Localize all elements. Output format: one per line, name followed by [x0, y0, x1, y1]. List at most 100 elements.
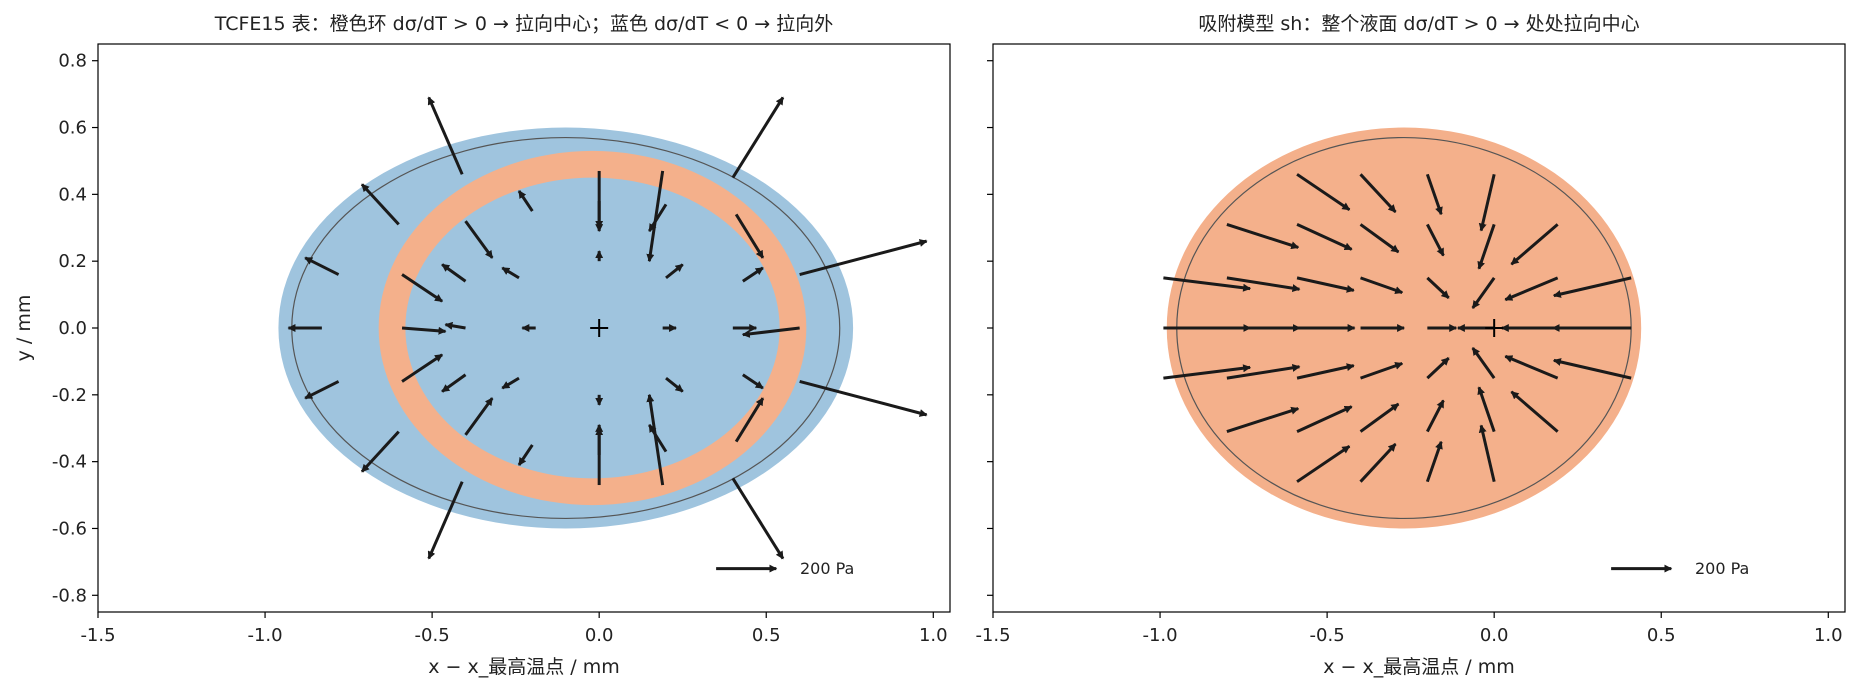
left-y-tick-label: 0.0: [58, 318, 87, 339]
right-vector-arrow: [1425, 440, 1443, 483]
left-quiver-key: 200 Pa: [716, 559, 854, 578]
right-vector-arrow: [1226, 276, 1301, 293]
left-vector-arrow: [646, 170, 665, 263]
right-vector-arrow: [1359, 442, 1397, 483]
right-vector-arrow: [1360, 276, 1404, 294]
right-key-label: 200 Pa: [1695, 559, 1749, 578]
left-vector-arrow: [401, 273, 443, 303]
right-x-tick-label: 1.0: [1814, 625, 1843, 646]
right-vector-arrow: [1477, 386, 1496, 433]
left-vector-arrow: [742, 266, 764, 283]
right-x-tick-label: -1.5: [975, 625, 1010, 646]
right-vector-arrow: [1478, 424, 1496, 483]
left-vector-arrow: [441, 263, 467, 283]
right-vector-arrow: [1296, 173, 1351, 211]
left-x-tick-label: -1.0: [247, 625, 282, 646]
right-vector-arrow: [1163, 276, 1252, 292]
left-vector-arrow: [441, 373, 467, 393]
right-quiver-key: 200 Pa: [1611, 559, 1749, 578]
left-x-ticks: -1.5 -1.0 -0.5 0.0 0.5 1.0: [80, 612, 948, 646]
left-vector-arrow: [648, 203, 668, 232]
left-x-tick-label: 0.0: [585, 625, 614, 646]
left-x-tick-label: -1.5: [80, 625, 115, 646]
right-vector-arrow: [1552, 358, 1632, 380]
left-y-tick-label: -0.2: [52, 385, 87, 406]
right-vector-arrow: [1477, 223, 1496, 270]
left-vector-arrow: [799, 380, 928, 417]
right-vector-arrow: [1510, 390, 1559, 433]
left-vector-arrow: [427, 481, 464, 560]
right-vector-arrow: [1426, 276, 1450, 299]
right-panel: 吸附模型 sh：整个液面 dσ/dT > 0 → 处处拉向中心 -1.5 -1.0…: [975, 13, 1846, 678]
right-vector-arrow: [1359, 173, 1397, 214]
right-vector-arrow: [1504, 276, 1559, 302]
left-vector-arrow: [517, 190, 534, 212]
left-vector-arrow: [501, 376, 520, 390]
left-vector-arrow: [731, 477, 785, 560]
left-vector-arrow: [427, 96, 464, 175]
right-x-ticks: -1.5 -1.0 -0.5 0.0 0.5 1.0: [975, 612, 1843, 646]
left-x-tick-label: 0.5: [752, 625, 781, 646]
left-y-ticks: 0.8 0.6 0.4 0.2 0.0 -0.2 -0.4 -0.6 -0.8: [52, 51, 98, 606]
left-vector-arrow: [304, 256, 340, 276]
right-hotspot-marker: [1485, 319, 1504, 337]
left-vector-arrow: [444, 321, 466, 330]
left-vector-arrow: [742, 373, 764, 390]
left-y-tick-label: 0.4: [58, 184, 87, 205]
right-vector-arrow: [1426, 223, 1445, 257]
left-vector-arrow: [648, 424, 668, 453]
left-vector-arrow: [646, 393, 665, 486]
right-vector-arrow: [1510, 223, 1559, 266]
left-vector-arrow: [501, 266, 520, 280]
left-vector-arrow: [464, 397, 494, 436]
left-vector-arrow: [401, 326, 447, 335]
left-vectors: [287, 96, 928, 560]
left-regions: [278, 127, 854, 529]
left-x-axis-label: x − x_最高温点 / mm: [428, 656, 620, 678]
left-key-label: 200 Pa: [800, 559, 854, 578]
right-vector-arrow: [1296, 405, 1353, 433]
right-x-tick-label: 0.0: [1480, 625, 1509, 646]
right-vector-arrow: [1426, 399, 1445, 433]
right-x-tick-label: 0.5: [1647, 625, 1676, 646]
left-x-tick-label: -0.5: [415, 625, 450, 646]
right-vector-arrow: [1296, 445, 1351, 483]
right-y-ticks: [987, 60, 993, 596]
left-vector-arrow: [665, 376, 684, 393]
left-y-tick-label: 0.2: [58, 251, 87, 272]
right-vector-arrow: [1471, 347, 1496, 379]
left-vector-arrow: [665, 263, 684, 280]
right-vector-arrow: [1226, 406, 1300, 434]
left-vector-arrow: [741, 326, 800, 338]
right-vector-arrow: [1296, 363, 1355, 380]
left-vector-arrow: [799, 239, 928, 276]
left-x-tick-label: 1.0: [919, 625, 948, 646]
right-vector-arrow: [1163, 364, 1252, 380]
left-panel: TCFE15 表：橙色环 dσ/dT > 0 → 拉向中心；蓝色 dσ/dT <…: [13, 13, 951, 678]
right-vector-arrow: [1296, 276, 1355, 293]
left-vector-arrow: [731, 96, 785, 179]
left-y-tick-label: 0.8: [58, 51, 87, 72]
right-x-axis-label: x − x_最高温点 / mm: [1323, 656, 1515, 678]
right-chart-title: 吸附模型 sh：整个液面 dσ/dT > 0 → 处处拉向中心: [1198, 13, 1639, 35]
left-chart-title: TCFE15 表：橙色环 dσ/dT > 0 → 拉向中心；蓝色 dσ/dT <…: [214, 13, 834, 35]
right-vector-arrow: [1359, 223, 1400, 254]
left-y-tick-label: -0.6: [52, 518, 87, 539]
right-vector-arrow: [1296, 223, 1353, 251]
right-vector-arrow: [1552, 276, 1632, 298]
right-vector-arrow: [1226, 363, 1301, 380]
right-vector-arrow: [1504, 354, 1559, 380]
right-vector-arrow: [1425, 173, 1443, 216]
left-vector-arrow: [304, 380, 340, 400]
left-vector-arrow: [401, 353, 443, 383]
right-x-tick-label: -1.0: [1142, 625, 1177, 646]
right-vector-arrow: [1478, 173, 1496, 232]
left-vector-arrow: [464, 220, 494, 259]
left-vector-arrow: [734, 213, 765, 259]
right-vector-arrow: [1471, 277, 1496, 309]
right-vector-arrow: [1359, 402, 1400, 433]
left-hotspot-marker: [590, 319, 609, 337]
left-y-tick-label: 0.6: [58, 118, 87, 139]
left-vector-arrow: [734, 397, 765, 443]
